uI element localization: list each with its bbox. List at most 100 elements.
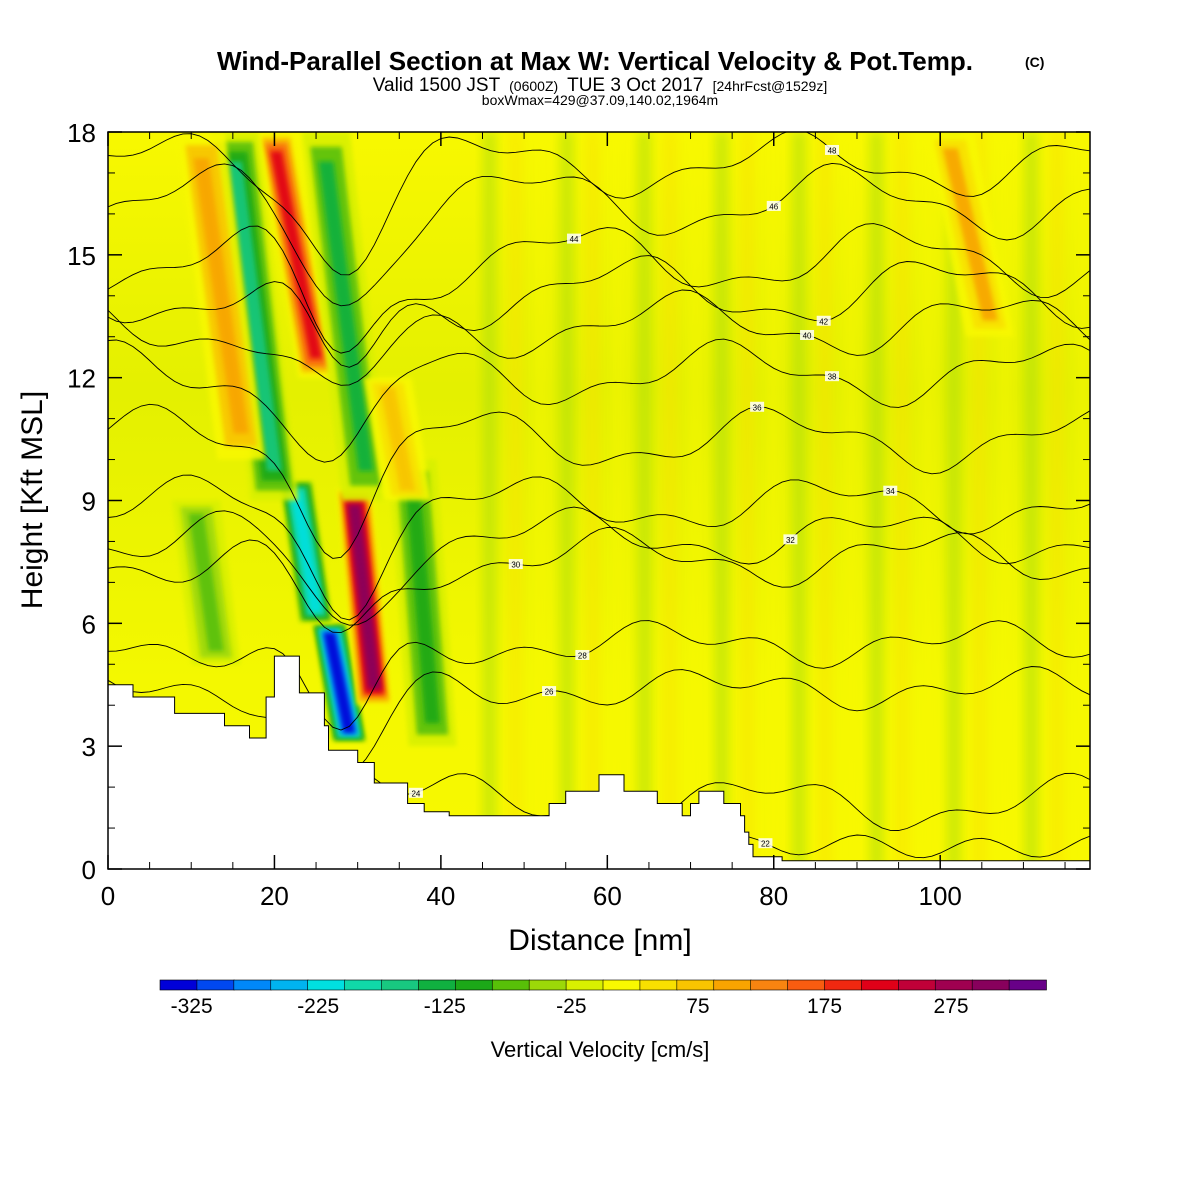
y-tick-label: 3 [82,732,96,762]
colorbar-swatch [824,979,863,991]
w-feature [388,459,457,747]
subtitle: Valid 1500 JST (0600Z) TUE 3 Oct 2017 [2… [373,75,827,96]
background-band [534,132,549,869]
background-band [559,132,574,869]
theta-contour [108,289,1090,386]
theta-contour [108,506,1090,626]
subtitle-date: TUE 3 Oct 2017 [567,75,703,96]
colorbar-swatch [639,979,678,991]
background-band [895,132,910,869]
theta-contour [108,620,1090,731]
contour-label-bg [758,838,773,849]
background-band [792,132,807,869]
y-tick-label: 18 [67,118,96,148]
background-band [740,132,755,869]
subtitle-utc: (0600Z) [509,78,558,94]
contour-label-bg [816,315,831,326]
contour-label: 30 [511,561,520,570]
theta-contour [108,255,1090,368]
w-feature [258,132,334,378]
subtitle-forecast: [24hrFcst@1529z] [713,78,828,94]
colorbar-swatch [676,979,715,991]
y-tick-label: 0 [82,855,96,885]
background-band [482,132,497,869]
colorbar-tick-label: 75 [686,995,709,1018]
x-tick-label: 80 [759,881,788,911]
contour-label: 42 [819,317,828,326]
background-band [637,132,652,869]
colorbar-tick-label: 175 [807,995,842,1018]
theta-contour [108,403,1090,559]
contour-label-bg [766,200,781,211]
colorbar-tick-label: -25 [556,995,586,1018]
y-tick-label: 15 [67,241,96,271]
contour-label: 46 [769,202,778,211]
velocity-features [172,132,1015,747]
colorbar-swatch [861,979,900,991]
x-tick-label: 20 [260,881,289,911]
colorbar-swatch [1008,979,1047,991]
background-band [1024,132,1039,869]
contour-label-bg [750,401,765,412]
y-axis-label: Height [Kft MSL] [16,391,49,609]
contour-label-bg [800,329,815,340]
theta-contour [108,132,1090,276]
theta-contour [108,162,1090,307]
x-tick-label: 40 [426,881,455,911]
colorbar-swatch [270,979,309,991]
background-band [663,132,678,869]
contour-label: 48 [828,146,837,155]
contour-label: 40 [803,331,812,340]
colorbar-swatch [934,979,973,991]
background-band [611,132,626,869]
theta-contour [108,474,1090,621]
contour-label-bg [825,371,840,382]
w-feature [172,500,241,665]
colorbar-swatch [713,979,752,991]
colorbar-swatch [159,979,198,991]
contour-label: 24 [411,789,420,798]
colorbar-swatch [344,979,383,991]
theta-contour [108,223,1090,354]
colorbar: -325 -225 -125 -25 75 175 275 [159,979,1047,1018]
contour-label-bg [567,233,582,244]
contour-label-bg [883,485,898,496]
contour-label-bg [575,649,590,660]
y-tick-label: 12 [67,364,96,394]
contour-label: 38 [828,373,837,382]
colorbar-swatch [196,979,235,991]
chart-title: Wind-Parallel Section at Max W: Vertical… [217,46,973,76]
colorbar-swatch [307,979,346,991]
x-tick-label: 100 [919,881,962,911]
colorbar-tick-label: 275 [934,995,969,1018]
contour-label-bg [825,144,840,155]
title-mark: (C) [1025,54,1044,70]
w-feature [363,377,432,501]
colorbar-swatch [971,979,1010,991]
w-feature [336,488,392,706]
theta-contour [108,526,1090,634]
contour-label: 34 [886,487,895,496]
colorbar-swatch [898,979,937,991]
colorbar-tick-label: -225 [297,995,339,1018]
background-band [998,132,1013,869]
contour-label: 22 [761,840,770,849]
w-feature [177,132,266,460]
w-feature [301,132,390,501]
y-tick-label: 9 [82,487,96,517]
background-band [843,132,858,869]
background-band [714,132,729,869]
x-tick-label: 60 [593,881,622,911]
contour-label: 32 [786,536,795,545]
background-band [869,132,884,869]
contour-label: 36 [753,403,762,412]
colorbar-swatch [528,979,567,991]
contour-label: 28 [578,651,587,660]
colorbar-swatch [233,979,272,991]
background-band [508,132,523,869]
theta-contour [108,338,1090,463]
background-bands [482,132,1090,869]
subtitle-valid: Valid 1500 JST [373,75,501,96]
